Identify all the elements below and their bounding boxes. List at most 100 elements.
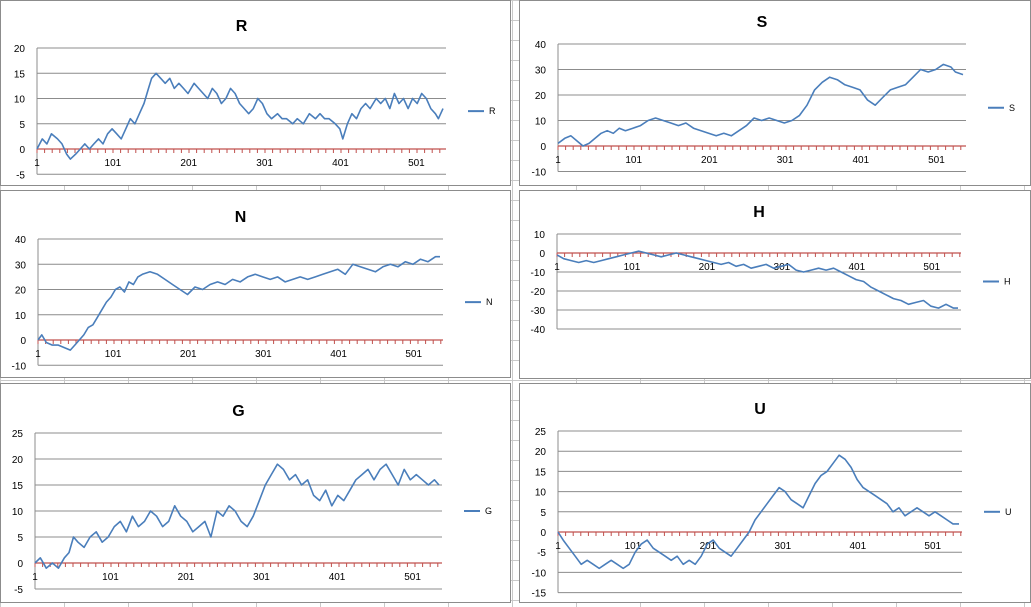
legend-label: R	[489, 106, 496, 116]
y-tick-label: 10	[535, 117, 547, 128]
y-tick-label: 20	[535, 91, 547, 102]
chart-title: S	[757, 14, 768, 31]
chart-title: H	[753, 204, 765, 221]
y-tick-label: -10	[12, 361, 27, 372]
x-tick-label: 501	[924, 541, 941, 552]
y-tick-label: 30	[535, 66, 547, 77]
chart-title: G	[232, 403, 244, 420]
chart-panel-5[interactable]: U -15 -10 -5 0 5 10 15 20 25 1 101 201 301 401 501 U	[519, 383, 1031, 603]
y-tick-label: 10	[534, 230, 546, 241]
y-tick-label: 0	[539, 249, 545, 260]
chart-panel-2[interactable]: N -10 0 10 20 30 40 1 101 201 301 401 501 N	[0, 190, 511, 378]
x-tick-label: 301	[255, 349, 272, 360]
chart-title: R	[236, 18, 248, 35]
x-tick-label: 101	[625, 541, 642, 552]
x-tick-label: 301	[777, 155, 794, 166]
y-tick-label: 5	[17, 533, 23, 544]
y-tick-label: 25	[535, 427, 547, 438]
x-tick-label: 101	[102, 572, 119, 583]
chart-svg: U -15 -10 -5 0 5 10 15 20 25 1 101 201 301 401 501 U	[532, 401, 1012, 600]
x-tick-label: 501	[404, 572, 421, 583]
chart-title: N	[235, 209, 247, 226]
y-tick-label: 20	[15, 286, 27, 297]
legend-label: G	[485, 506, 492, 516]
x-tick-label: 401	[852, 155, 869, 166]
y-tick-label: -10	[531, 268, 546, 279]
x-tick-label: 401	[329, 572, 346, 583]
y-tick-label: 5	[540, 508, 546, 519]
y-tick-label: 10	[15, 311, 27, 322]
x-tick-label: 201	[701, 155, 718, 166]
x-tick-label: 101	[105, 349, 122, 360]
y-tick-label: -10	[532, 168, 547, 179]
legend-label: S	[1009, 103, 1015, 113]
legend-label: N	[486, 297, 493, 307]
y-tick-label: 15	[14, 69, 26, 80]
x-tick-label: 1	[32, 572, 38, 583]
x-tick-label: 501	[923, 262, 940, 273]
y-tick-label: 25	[12, 429, 24, 440]
y-tick-label: 30	[15, 260, 27, 271]
x-tick-label: 101	[625, 155, 642, 166]
chart-svg: G -5 0 5 10 15 20 25 1 101 201 301 401 501 G	[12, 403, 492, 596]
series-line	[37, 255, 440, 351]
y-tick-label: -40	[531, 325, 546, 336]
x-tick-label: 201	[178, 572, 195, 583]
y-tick-label: -30	[531, 306, 546, 317]
legend-label: U	[1005, 507, 1012, 517]
x-tick-label: 101	[105, 158, 122, 169]
y-tick-label: 0	[540, 142, 546, 153]
y-tick-label: 0	[20, 336, 26, 347]
chart-panel-3[interactable]: H -40 -30 -20 -10 0 10 1 101 201 301 401 501 H	[519, 190, 1031, 379]
y-tick-label: 0	[19, 145, 25, 156]
series-line	[557, 63, 964, 147]
x-tick-label: 301	[256, 158, 273, 169]
x-tick-label: 1	[554, 262, 560, 273]
y-tick-label: 10	[535, 488, 547, 499]
x-tick-label: 101	[624, 262, 641, 273]
x-tick-label: 401	[332, 158, 349, 169]
y-tick-label: -5	[14, 585, 23, 596]
x-tick-label: 201	[180, 158, 197, 169]
chart-title: U	[754, 401, 766, 418]
chart-panel-4[interactable]: G -5 0 5 10 15 20 25 1 101 201 301 401 501 G	[0, 383, 511, 603]
y-tick-label: 5	[19, 120, 25, 131]
x-tick-label: 401	[330, 349, 347, 360]
x-tick-label: 301	[253, 572, 270, 583]
y-tick-label: -5	[16, 170, 25, 181]
x-tick-label: 1	[555, 155, 561, 166]
x-tick-label: 401	[848, 262, 865, 273]
x-tick-label: 1	[34, 158, 40, 169]
y-tick-label: 40	[535, 40, 547, 51]
x-tick-label: 201	[699, 262, 716, 273]
x-tick-label: 201	[180, 349, 197, 360]
y-tick-label: -15	[532, 589, 547, 600]
y-tick-label: 10	[14, 95, 26, 106]
y-tick-label: 15	[12, 481, 24, 492]
y-tick-label: 20	[14, 44, 26, 55]
chart-panel-0[interactable]: R -5 0 5 10 15 20 1 101 201 301 401 501 R	[0, 0, 511, 186]
x-tick-label: 401	[849, 541, 866, 552]
series-line	[36, 72, 444, 160]
series-line	[556, 250, 958, 309]
series-line	[557, 454, 959, 570]
y-tick-label: 40	[15, 235, 27, 246]
y-tick-label: 20	[12, 455, 24, 466]
y-tick-label: -5	[537, 548, 546, 559]
y-tick-label: 10	[12, 507, 24, 518]
x-tick-label: 501	[408, 158, 425, 169]
y-tick-label: -20	[531, 287, 546, 298]
y-tick-label: 20	[535, 447, 547, 458]
y-tick-label: 0	[540, 528, 546, 539]
x-tick-label: 1	[35, 349, 41, 360]
x-tick-label: 201	[700, 541, 717, 552]
legend-label: H	[1004, 277, 1011, 287]
series-line	[34, 463, 440, 569]
x-tick-label: 301	[774, 262, 791, 273]
chart-panel-1[interactable]: S -10 0 10 20 30 40 1 101 201 301 401 501 S	[519, 0, 1031, 186]
x-tick-label: 501	[405, 349, 422, 360]
